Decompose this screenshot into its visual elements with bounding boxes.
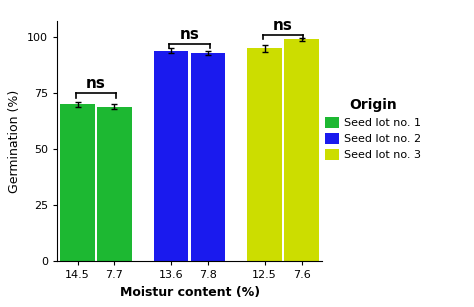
Text: ns: ns	[273, 18, 293, 33]
X-axis label: Moistur content (%): Moistur content (%)	[119, 286, 260, 298]
Bar	[284, 39, 319, 261]
Bar	[60, 104, 95, 261]
Bar	[154, 51, 188, 261]
Text: ns: ns	[180, 27, 200, 42]
Bar	[247, 48, 282, 261]
Text: ns: ns	[86, 76, 106, 91]
Y-axis label: Germination (%): Germination (%)	[9, 90, 21, 193]
Bar	[191, 53, 225, 261]
Legend: Seed lot no. 1, Seed lot no. 2, Seed lot no. 3: Seed lot no. 1, Seed lot no. 2, Seed lot…	[325, 99, 421, 160]
Bar	[97, 107, 132, 261]
